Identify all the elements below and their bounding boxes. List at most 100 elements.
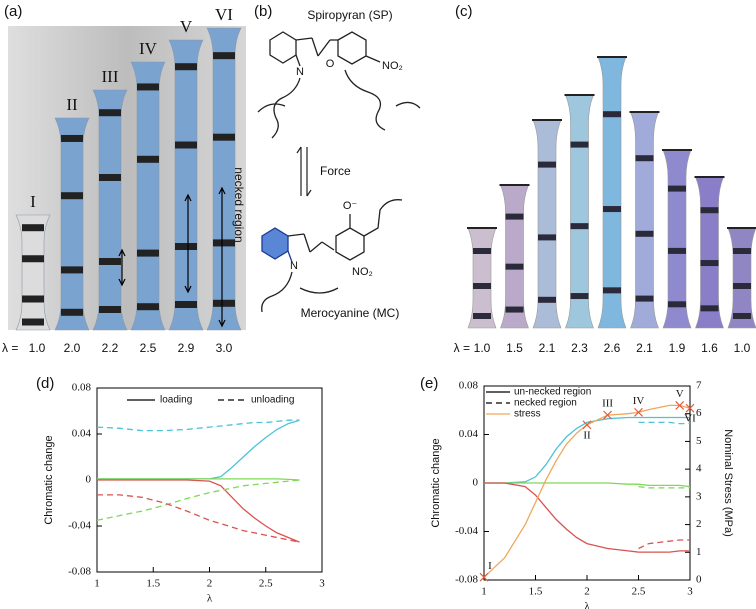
marker-band [22, 224, 44, 232]
marker-band [570, 223, 589, 230]
atom: O [326, 58, 335, 70]
series-line [638, 539, 690, 550]
lambda-value: 2.5 [140, 341, 157, 355]
x-tick-label: 3 [687, 586, 693, 598]
force-label: Force [320, 164, 351, 178]
series-line [97, 494, 300, 543]
legend-label: stress [514, 409, 541, 420]
y-axis-label: Chromatic change [430, 438, 442, 527]
stage-label: I [488, 560, 492, 572]
series-line [484, 482, 691, 488]
marker-band [213, 52, 235, 60]
marker-band [175, 63, 197, 71]
legend-label: loading [160, 395, 192, 406]
marker-band [603, 287, 621, 294]
marker-band [175, 301, 197, 308]
marker-band [99, 306, 121, 313]
lambda-value: 2.3 [571, 341, 588, 355]
stage-label: IV [139, 39, 158, 58]
x-axis-label: λ [207, 593, 213, 605]
y2-tick-label: 1 [696, 546, 702, 558]
series-line [484, 482, 690, 553]
specimen [206, 27, 242, 331]
marker-band [175, 141, 197, 149]
stage-label: IV [633, 395, 645, 407]
clamp-edge [662, 149, 692, 151]
marker-band [22, 255, 44, 263]
structure-sp [257, 31, 421, 139]
x-tick-label: 1 [481, 586, 487, 598]
specimen [630, 111, 659, 329]
x-tick-label: 2.5 [259, 578, 273, 590]
marker-band [538, 161, 556, 168]
y2-tick-label: 5 [696, 435, 702, 447]
marker-band [733, 313, 751, 319]
marker-band [700, 207, 719, 214]
stage-label: VI [215, 5, 233, 24]
necked-label: necked region [232, 167, 246, 242]
atom: N [296, 66, 304, 78]
marker-band [668, 247, 686, 254]
atom: O⁻ [343, 200, 358, 212]
marker-band [635, 230, 654, 237]
marker-band [213, 299, 235, 307]
marker-band [570, 141, 589, 148]
specimen [500, 184, 529, 329]
panel-label: (e) [420, 375, 438, 392]
marker-band [22, 295, 44, 303]
panel-label: (b) [254, 3, 272, 20]
x-tick-label: 3 [319, 578, 325, 590]
marker-band [175, 243, 197, 250]
molecule-name: Spiropyran (SP) [307, 8, 392, 22]
marker-band [635, 295, 654, 302]
clamp-edge [564, 94, 595, 96]
clamp-edge [532, 119, 562, 121]
marker-band [733, 248, 751, 254]
specimen [130, 61, 166, 331]
lambda-value: 2.6 [604, 341, 621, 355]
lambda-value: 2.1 [636, 341, 653, 355]
arrow-head [218, 186, 226, 328]
lambda-value: 1.5 [506, 341, 523, 355]
panel-c [467, 56, 756, 329]
x-tick-label: 1.5 [529, 586, 543, 598]
clamp-edge [694, 176, 725, 178]
marker-band [137, 249, 159, 257]
marker-band [538, 296, 556, 303]
stage-marker [675, 400, 685, 410]
series-line [96, 419, 300, 432]
marker-band [213, 239, 235, 247]
y2-tick-label: 0 [696, 574, 702, 586]
x-tick-label: 2.5 [632, 586, 646, 598]
specimen [92, 89, 128, 331]
marker-band [99, 258, 121, 265]
series-line [483, 404, 691, 578]
marker-band [213, 133, 235, 141]
photo-shade [8, 26, 246, 330]
y-axis-label: Chromatic change [43, 435, 55, 524]
specimen [565, 94, 594, 329]
lambda-label: λ = [454, 341, 470, 355]
y2-tick-label: 4 [696, 463, 702, 475]
marker-band [505, 306, 524, 313]
marker-band [61, 266, 83, 274]
marker-band [635, 155, 654, 162]
y-tick-label: 0.04 [72, 428, 92, 440]
series-line [97, 479, 300, 543]
series-line [96, 479, 300, 521]
lambda-value: 2.2 [102, 341, 119, 355]
x-tick-label: 1 [94, 578, 100, 590]
marker-band [700, 260, 719, 267]
marker-band [473, 248, 491, 254]
stage-marker [685, 403, 695, 413]
arrow-head [118, 248, 126, 287]
lambda-value: 2.1 [539, 341, 556, 355]
structure-mc [261, 199, 403, 313]
panel-label: (d) [36, 375, 54, 392]
y-tick-label: 0 [473, 477, 479, 489]
stage-label: III [602, 398, 613, 410]
series-line [638, 421, 690, 425]
panel-label: (c) [455, 3, 473, 20]
atom: NO₂ [382, 60, 403, 72]
marker-band [137, 83, 159, 91]
